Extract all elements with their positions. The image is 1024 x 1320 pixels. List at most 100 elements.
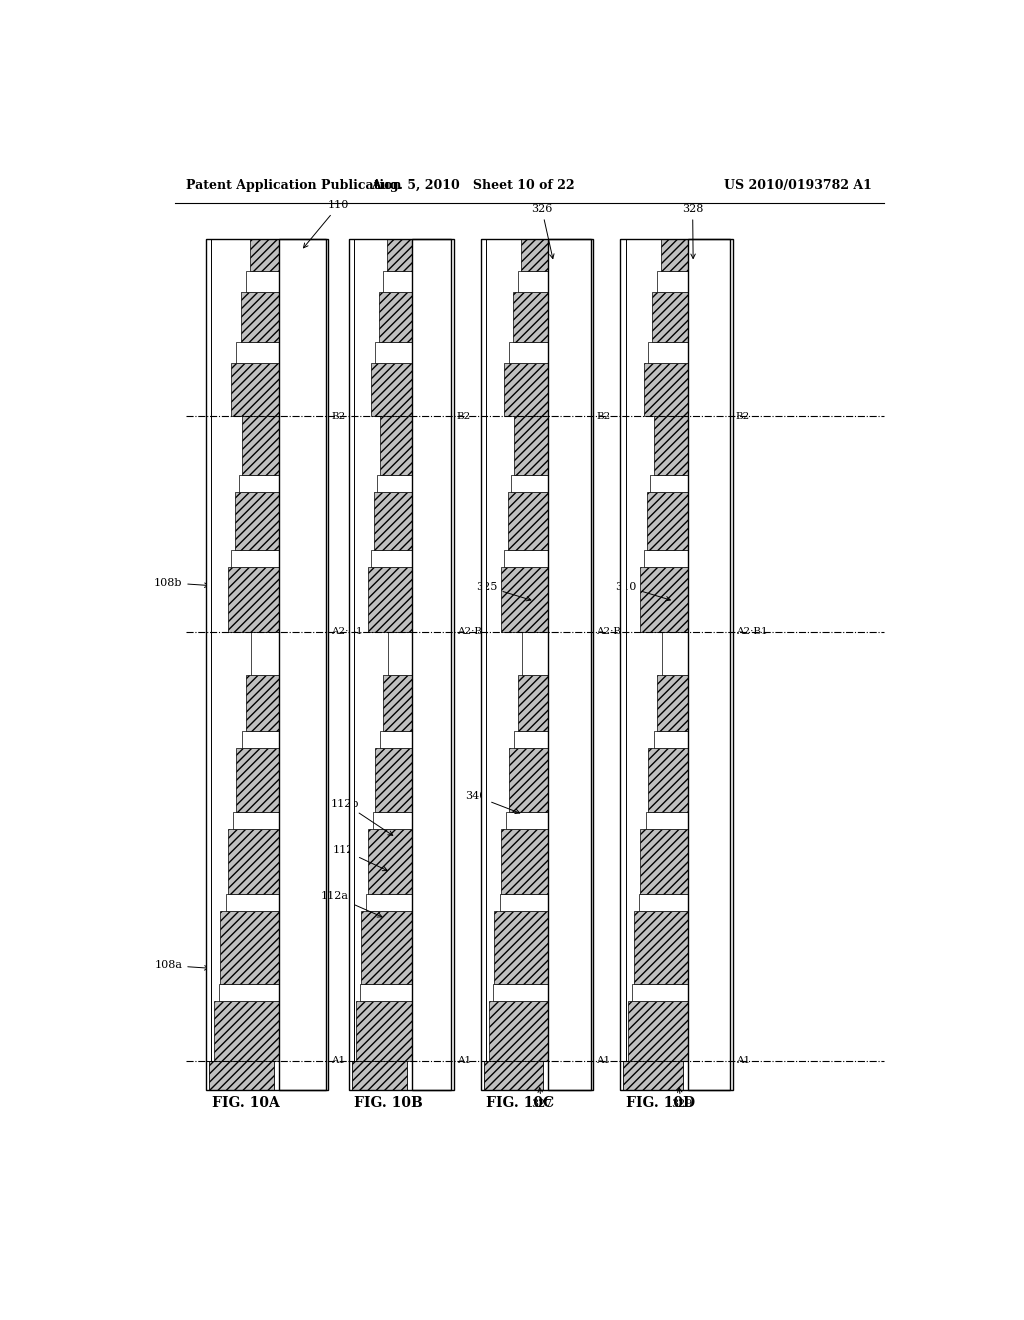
Text: 108b: 108b	[154, 578, 209, 587]
Bar	[484, 1061, 544, 1090]
Bar	[654, 416, 687, 475]
Text: 112b: 112b	[331, 799, 393, 836]
Bar	[226, 894, 279, 911]
Bar	[650, 475, 687, 492]
Bar	[647, 492, 687, 550]
Bar	[246, 675, 279, 730]
Bar	[480, 239, 486, 1061]
Bar	[279, 1061, 326, 1090]
Bar	[628, 1001, 687, 1061]
Text: 110: 110	[303, 201, 349, 248]
Bar	[360, 983, 412, 1001]
Bar	[206, 239, 328, 1090]
Bar	[488, 1001, 548, 1061]
Bar	[227, 829, 279, 894]
Bar	[514, 416, 548, 475]
Bar	[368, 568, 412, 632]
Text: A1: A1	[457, 1056, 471, 1065]
Bar	[241, 293, 279, 342]
Bar	[660, 239, 687, 271]
Bar	[501, 568, 548, 632]
Bar	[250, 239, 279, 271]
Bar	[371, 363, 412, 416]
Text: Aug. 5, 2010   Sheet 10 of 22: Aug. 5, 2010 Sheet 10 of 22	[371, 178, 574, 191]
Text: FIG. 10C: FIG. 10C	[486, 1096, 554, 1110]
Bar	[377, 475, 412, 492]
Text: 340: 340	[465, 791, 520, 813]
Bar	[639, 894, 687, 911]
Text: B2: B2	[331, 412, 345, 421]
Bar	[518, 675, 548, 730]
Text: US 2010/0193782 A1: US 2010/0193782 A1	[724, 178, 872, 191]
Bar	[500, 894, 548, 911]
Bar	[375, 747, 412, 812]
Bar	[632, 983, 687, 1001]
Text: 329: 329	[671, 1088, 692, 1109]
Bar	[509, 747, 548, 812]
Bar	[380, 730, 412, 747]
Bar	[375, 342, 412, 363]
Text: FIG. 10A: FIG. 10A	[212, 1096, 280, 1110]
Bar	[206, 239, 211, 1061]
Bar	[209, 1061, 273, 1090]
Bar	[412, 239, 452, 1090]
Bar	[233, 812, 279, 829]
Bar	[640, 568, 687, 632]
Bar	[373, 812, 412, 829]
Text: FIG. 10B: FIG. 10B	[354, 1096, 423, 1110]
Bar	[518, 271, 548, 293]
Text: A1: A1	[596, 1056, 610, 1065]
Bar	[234, 492, 279, 550]
Bar	[514, 730, 548, 747]
Bar	[383, 675, 412, 730]
Bar	[657, 271, 687, 293]
Text: 325: 325	[476, 582, 530, 601]
Bar	[367, 894, 412, 911]
Bar	[374, 492, 412, 550]
Bar	[644, 550, 687, 568]
Bar	[624, 1061, 683, 1090]
Bar	[231, 550, 279, 568]
Bar	[371, 550, 412, 568]
Bar	[480, 239, 593, 1090]
Text: 326: 326	[531, 205, 554, 259]
Bar	[634, 911, 687, 983]
Bar	[243, 730, 279, 747]
Bar	[388, 632, 412, 675]
Bar	[648, 342, 687, 363]
Bar	[243, 416, 279, 475]
Bar	[621, 239, 732, 1090]
Bar	[646, 812, 687, 829]
Bar	[349, 239, 454, 1090]
Text: 328: 328	[682, 205, 703, 259]
Text: B2: B2	[457, 412, 471, 421]
Bar	[227, 568, 279, 632]
Bar	[548, 239, 591, 1090]
Bar	[352, 1061, 408, 1090]
Text: 112: 112	[333, 845, 387, 871]
Bar	[522, 632, 548, 675]
Text: 327: 327	[531, 1088, 552, 1109]
Bar	[214, 1001, 279, 1061]
Bar	[654, 730, 687, 747]
Bar	[237, 342, 279, 363]
Bar	[621, 239, 626, 1061]
Bar	[513, 293, 548, 342]
Bar	[279, 239, 326, 1090]
Bar	[662, 632, 687, 675]
Text: 310: 310	[615, 582, 671, 601]
Bar	[386, 239, 412, 271]
Text: A1: A1	[331, 1056, 345, 1065]
Text: 112a: 112a	[321, 891, 382, 917]
Bar	[379, 293, 412, 342]
Bar	[687, 1061, 730, 1090]
Bar	[509, 342, 548, 363]
Bar	[239, 475, 279, 492]
Bar	[521, 239, 548, 271]
Bar	[361, 911, 412, 983]
Bar	[504, 363, 548, 416]
Bar	[657, 675, 687, 730]
Text: A2·B1: A2·B1	[735, 627, 767, 636]
Bar	[511, 475, 548, 492]
Bar	[368, 829, 412, 894]
